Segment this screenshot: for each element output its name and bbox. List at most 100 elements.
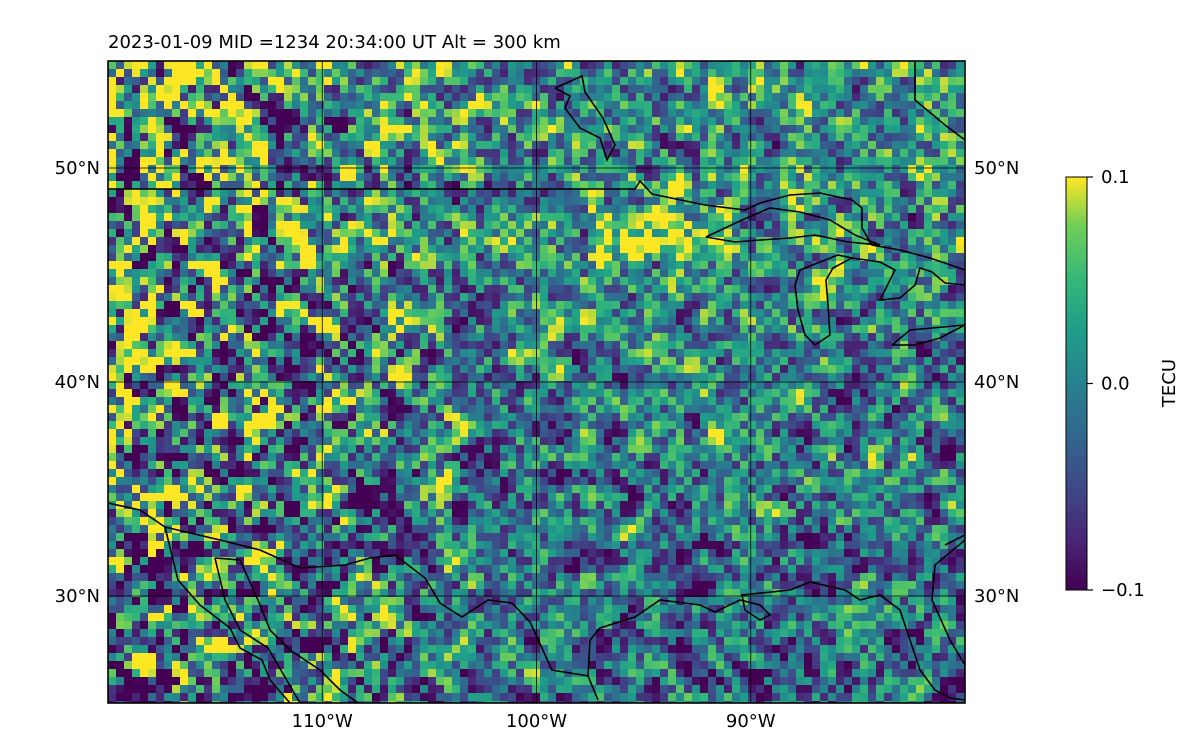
- tec-cell: [180, 245, 189, 254]
- tec-cell: [332, 149, 341, 158]
- tec-cell: [140, 189, 149, 198]
- tec-cell: [748, 69, 757, 78]
- tec-cell: [492, 77, 501, 86]
- tec-cell: [740, 77, 749, 86]
- tec-cell: [396, 277, 405, 286]
- tec-cell: [228, 365, 237, 374]
- tec-cell: [620, 293, 629, 302]
- tec-cell: [476, 133, 485, 142]
- tec-cell: [212, 69, 221, 78]
- tec-cell: [252, 149, 261, 158]
- tec-cell: [172, 197, 181, 206]
- tec-cell: [236, 213, 245, 222]
- tec-cell: [404, 405, 413, 414]
- tec-cell: [420, 349, 429, 358]
- tec-cell: [108, 61, 117, 70]
- tec-cell: [340, 237, 349, 246]
- tec-cell: [364, 157, 373, 166]
- tec-cell: [692, 301, 701, 310]
- tec-cell: [636, 421, 645, 430]
- tec-cell: [636, 197, 645, 206]
- tec-cell: [292, 133, 301, 142]
- tec-cell: [156, 349, 165, 358]
- tec-cell: [436, 269, 445, 278]
- tec-cell: [644, 413, 653, 422]
- tec-cell: [684, 213, 693, 222]
- tec-cell: [148, 133, 157, 142]
- tec-cell: [508, 381, 517, 390]
- tec-cell: [412, 349, 421, 358]
- tec-cell: [644, 173, 653, 182]
- tec-cell: [444, 309, 453, 318]
- tec-cell: [452, 317, 461, 326]
- tec-cell: [140, 277, 149, 286]
- tec-cell: [956, 309, 965, 318]
- tec-cell: [412, 389, 421, 398]
- tec-cell: [732, 173, 741, 182]
- tec-cell: [164, 429, 173, 438]
- tec-cell: [756, 93, 765, 102]
- tec-cell: [452, 221, 461, 230]
- tec-cell: [564, 173, 573, 182]
- tec-cell: [260, 221, 269, 230]
- tec-cell: [764, 357, 773, 366]
- tec-cell: [780, 333, 789, 342]
- tec-cell: [924, 277, 933, 286]
- tec-cell: [484, 421, 493, 430]
- tec-cell: [588, 117, 597, 126]
- tec-cell: [932, 125, 941, 134]
- tec-cell: [916, 357, 925, 366]
- tec-cell: [852, 165, 861, 174]
- tec-cell: [556, 213, 565, 222]
- tec-cell: [668, 173, 677, 182]
- tec-cell: [412, 149, 421, 158]
- tec-cell: [676, 245, 685, 254]
- tec-cell: [252, 93, 261, 102]
- tec-cell: [164, 293, 173, 302]
- tec-cell: [236, 61, 245, 70]
- tec-cell: [740, 309, 749, 318]
- tec-cell: [252, 413, 261, 422]
- tec-cell: [820, 325, 829, 334]
- tec-cell: [260, 229, 269, 238]
- tec-cell: [228, 341, 237, 350]
- tec-cell: [252, 101, 261, 110]
- tec-cell: [764, 309, 773, 318]
- tec-cell: [484, 253, 493, 262]
- tec-cell: [284, 125, 293, 134]
- tec-cell: [556, 341, 565, 350]
- tec-cell: [268, 109, 277, 118]
- tec-cell: [940, 309, 949, 318]
- tec-cell: [916, 293, 925, 302]
- tec-cell: [628, 397, 637, 406]
- tec-cell: [804, 341, 813, 350]
- tec-cell: [764, 133, 773, 142]
- tec-cell: [940, 173, 949, 182]
- tec-cell: [340, 421, 349, 430]
- tec-cell: [652, 365, 661, 374]
- tec-cell: [724, 341, 733, 350]
- tec-cell: [116, 133, 125, 142]
- tec-cell: [308, 237, 317, 246]
- tec-cell: [892, 165, 901, 174]
- tec-cell: [516, 157, 525, 166]
- tec-cell: [508, 325, 517, 334]
- tec-cell: [364, 413, 373, 422]
- tec-cell: [188, 421, 197, 430]
- tec-cell: [140, 93, 149, 102]
- tec-cell: [620, 317, 629, 326]
- tec-cell: [724, 85, 733, 94]
- tec-cell: [132, 237, 141, 246]
- tec-cell: [572, 405, 581, 414]
- tec-cell: [932, 349, 941, 358]
- tec-cell: [876, 221, 885, 230]
- tec-cell: [788, 245, 797, 254]
- tec-cell: [164, 421, 173, 430]
- tec-cell: [780, 277, 789, 286]
- tec-cell: [156, 197, 165, 206]
- tec-cell: [156, 421, 165, 430]
- tec-cell: [804, 221, 813, 230]
- tec-cell: [348, 181, 357, 190]
- tec-cell: [404, 189, 413, 198]
- tec-cell: [884, 181, 893, 190]
